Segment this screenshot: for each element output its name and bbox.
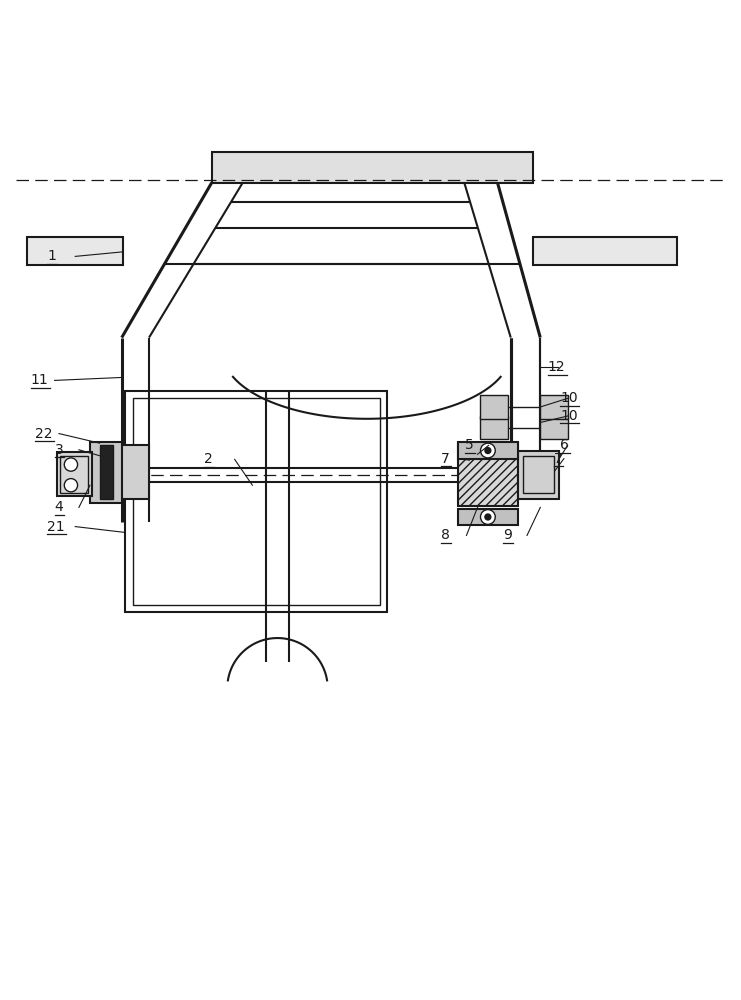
Bar <box>533 237 677 265</box>
Circle shape <box>64 458 78 471</box>
Text: 21: 21 <box>47 520 64 534</box>
Text: 2: 2 <box>205 452 213 466</box>
Text: 8: 8 <box>442 528 451 542</box>
Circle shape <box>64 479 78 492</box>
Text: 5: 5 <box>465 438 473 452</box>
Bar <box>61 456 88 493</box>
Text: 10: 10 <box>560 391 578 405</box>
Bar <box>518 451 559 499</box>
Bar <box>133 398 380 605</box>
Text: 9: 9 <box>503 528 512 542</box>
Circle shape <box>485 448 491 453</box>
Bar <box>540 416 568 439</box>
Circle shape <box>480 443 495 458</box>
Bar <box>99 445 113 499</box>
Text: 12: 12 <box>548 360 565 374</box>
Bar <box>522 456 554 493</box>
Bar <box>458 443 518 506</box>
Bar <box>479 395 508 419</box>
Bar <box>479 416 508 439</box>
Bar <box>90 442 122 503</box>
Bar <box>57 452 92 496</box>
Circle shape <box>480 510 495 524</box>
Text: 6: 6 <box>560 438 569 452</box>
Bar <box>212 152 533 183</box>
Bar <box>27 237 123 265</box>
Bar <box>458 509 518 525</box>
Text: 3: 3 <box>55 443 63 457</box>
Text: 22: 22 <box>35 427 52 441</box>
Bar <box>540 395 568 419</box>
Text: 7: 7 <box>442 452 450 466</box>
Circle shape <box>485 514 491 520</box>
Text: 11: 11 <box>31 373 49 387</box>
Text: 7: 7 <box>554 452 562 466</box>
Bar <box>458 442 518 459</box>
Text: 1: 1 <box>47 249 56 263</box>
Text: 10: 10 <box>560 409 578 423</box>
Text: 4: 4 <box>55 500 63 514</box>
Bar <box>113 445 149 499</box>
Bar <box>125 391 388 612</box>
